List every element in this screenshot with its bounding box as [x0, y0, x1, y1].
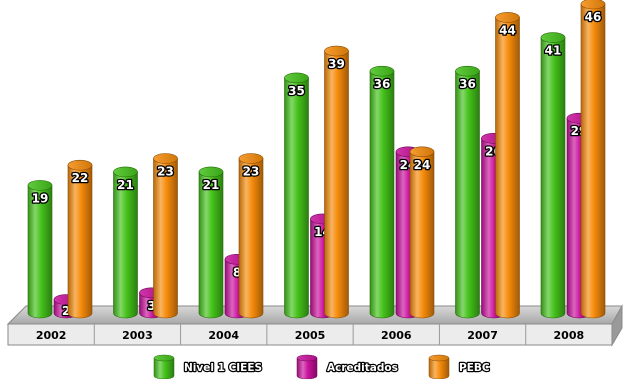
bar-body: [27, 185, 53, 319]
bar-top: [369, 65, 395, 77]
data-label: 41: [545, 44, 562, 58]
bar-top: [409, 146, 435, 158]
bar: 19: [27, 180, 53, 319]
data-label: 22: [72, 171, 89, 185]
bar: 21: [113, 166, 138, 319]
data-label: 23: [157, 165, 174, 179]
x-tick-label: 2002: [36, 329, 67, 342]
bar: 39: [324, 45, 349, 319]
bar-body: [540, 37, 566, 319]
bar-body: [369, 70, 395, 319]
floor-side: [611, 304, 623, 347]
bar-body: [153, 158, 178, 319]
bar-top: [540, 32, 566, 43]
bar-top: [238, 153, 264, 164]
bar-top: [67, 159, 93, 171]
bar-body: [238, 158, 264, 319]
legend: Nivel 1 CIEES Acreditados PEBC: [153, 354, 491, 380]
bar: 35: [284, 72, 309, 319]
bar-top: [580, 0, 606, 10]
x-tick-labels: 2002 2003 2004 2005 2006 2007 2008: [36, 329, 584, 342]
legend-swatch-top: [296, 354, 318, 362]
legend-item: Nivel 1 CIEES: [153, 354, 263, 380]
data-label: 21: [203, 178, 220, 192]
data-label: 23: [243, 165, 260, 179]
bar: 46: [580, 0, 606, 319]
bar-body: [455, 70, 480, 319]
bar: 36: [369, 65, 395, 319]
bar: 21: [198, 166, 224, 319]
data-label: 36: [374, 77, 391, 91]
data-label: 46: [585, 10, 602, 24]
legend-swatch-top: [153, 354, 175, 362]
bar-top: [495, 12, 520, 23]
legend-label: Nivel 1 CIEES: [184, 362, 262, 374]
bar-top: [324, 45, 349, 57]
legend-item: Acreditados: [296, 354, 399, 380]
data-label: 36: [459, 77, 476, 91]
bar-top: [284, 72, 309, 84]
bar-top: [198, 166, 224, 178]
bar-body: [495, 17, 520, 319]
bar-top: [455, 65, 480, 77]
data-label: 8: [233, 265, 241, 279]
x-tick-label: 2004: [208, 329, 239, 342]
legend-item: PEBC: [428, 354, 491, 380]
bar: 24: [409, 146, 435, 319]
bar: 23: [153, 153, 178, 319]
bar-body: [580, 3, 606, 319]
bar: 44: [495, 12, 520, 319]
bar-body: [198, 171, 224, 319]
data-label: 19: [32, 191, 49, 205]
legend-label: PEBC: [459, 362, 490, 374]
bar-body: [324, 50, 349, 319]
x-tick-label: 2005: [295, 329, 326, 342]
bar-top: [153, 153, 178, 164]
bar: 41: [540, 32, 566, 319]
bar-body: [284, 77, 309, 319]
x-tick-label: 2007: [467, 329, 498, 342]
bar: 22: [67, 159, 93, 319]
bar-top: [113, 166, 138, 178]
x-tick-label: 2003: [122, 329, 153, 342]
data-label: 39: [328, 57, 345, 71]
legend-swatch-top: [428, 354, 450, 362]
bar-body: [67, 164, 93, 319]
data-label: 35: [288, 84, 305, 98]
bar: 23: [238, 153, 264, 319]
data-label: 3: [147, 299, 155, 313]
data-label: 21: [117, 178, 134, 192]
legend-label: Acreditados: [327, 362, 398, 374]
bar-body: [409, 151, 435, 319]
bar-top: [27, 180, 53, 191]
x-tick-label: 2008: [554, 329, 585, 342]
x-tick-label: 2006: [381, 329, 412, 342]
data-label: 44: [499, 23, 516, 37]
bar: 36: [455, 65, 480, 319]
data-label: 24: [414, 158, 431, 172]
data-label: 2: [62, 304, 70, 318]
bar-body: [113, 171, 138, 319]
